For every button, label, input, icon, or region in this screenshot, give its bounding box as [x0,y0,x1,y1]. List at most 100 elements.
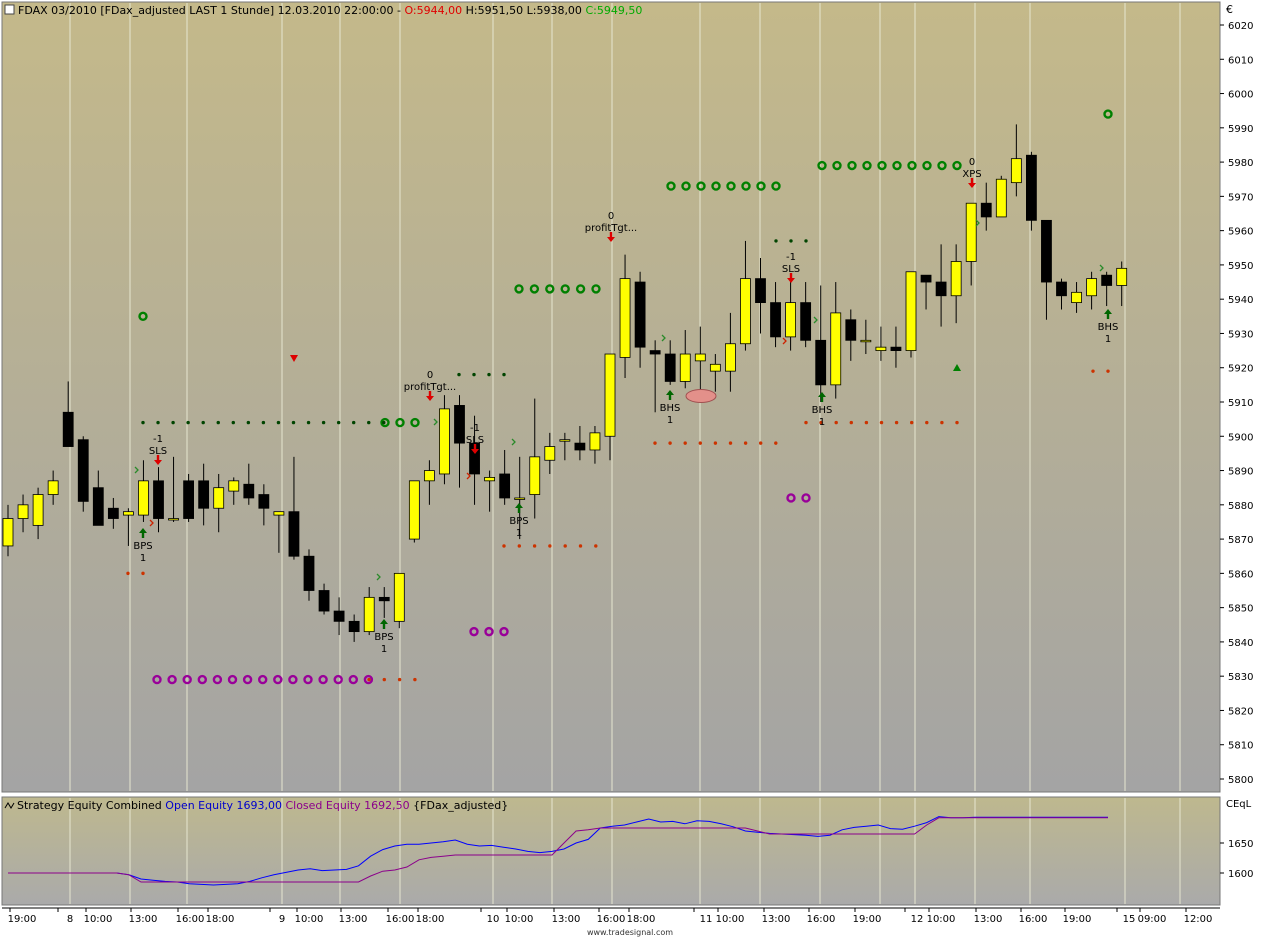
time-tick-label: 10 [487,914,500,925]
red-stop-dot [367,677,371,682]
red-stop-dot [532,544,537,548]
red-stop-dot [925,420,929,425]
bear-candle [770,302,781,338]
red-stop-dot [653,441,657,445]
header-text: FDAX 03/2010 [FDax_adjusted LAST 1 Stund… [18,4,642,17]
price-tick-label: 5990 [1228,124,1253,135]
red-stop-dot [940,420,944,425]
green-stop-dot [261,420,266,425]
chart-header: FDAX 03/2010 [FDax_adjusted LAST 1 Stund… [4,4,642,17]
time-tick-label: 10:00 [927,914,956,925]
buy-arrow-icon [1104,309,1112,319]
signal-label: BHS [1098,322,1119,333]
time-tick-label: 12:00 [1184,914,1213,925]
bull-candle [514,497,526,500]
green-level-circle [907,160,917,171]
time-tick-label: 18:00 [627,914,656,925]
bull-candle [1071,291,1082,304]
price-tick-label: 5890 [1228,467,1253,478]
purple-level-circle [469,626,479,637]
price-tick-label: 5870 [1228,535,1253,546]
bear-candle [454,405,465,444]
equity-tick-label: 1600 [1228,869,1253,880]
chevron-icon [511,438,516,446]
equity-tick-labels: 1600 1650 [1220,839,1253,880]
signal-qty: 0 [969,157,975,168]
green-level-circle [380,417,390,428]
bear-candle [499,473,511,499]
price-tick-label: 6020 [1228,21,1253,32]
time-tick-label: 10:00 [505,914,534,925]
buy-arrow-icon [380,619,388,629]
green-stop-dot [201,420,205,425]
bull-candle [1116,267,1128,286]
green-level-circle [138,311,148,322]
signal-qty: 1 [819,417,825,428]
red-stop-dot [502,544,506,548]
green-level-circle [952,160,962,171]
purple-level-circle [182,674,192,685]
bull-candle [694,353,706,362]
bull-candle [559,439,571,442]
bear-candle [574,442,586,451]
time-tick-label: 13:00 [129,914,158,925]
purple-level-circle [258,674,268,685]
bull-candle [213,487,225,509]
purple-level-circle [303,674,313,685]
price-tick-label: 5820 [1228,706,1253,717]
header-checkbox-icon[interactable] [4,4,15,15]
bull-candle [589,432,601,451]
time-tick-label: 16:00 [176,914,205,925]
header-high: H:5951,50 [466,4,523,17]
price-tick-label: 5960 [1228,227,1253,238]
time-tick-label: 13:00 [339,914,368,925]
equity-panel[interactable] [1,796,1221,906]
signal-label: SLS [782,264,800,275]
bear-candle [815,339,827,386]
open-equity-label: Open Equity 1693,00 [165,799,282,812]
price-axis[interactable]: € 58005810582058305840585058605870588058… [1220,3,1253,786]
bull-candle [17,504,29,519]
price-tick-label: 5930 [1228,329,1253,340]
buy-arrow-icon [818,392,826,402]
green-level-circle [937,160,947,171]
green-stop-dot [291,420,296,425]
bear-candle [980,202,992,218]
bull-candle [484,476,496,482]
green-stop-dot [276,420,281,425]
candlesticks [2,124,1128,642]
signal-qty: 1 [1105,334,1111,345]
price-tick-label: 5920 [1228,364,1253,375]
red-stop-dot [548,544,552,548]
chevron-icon [813,316,818,324]
purple-level-circle [227,674,238,685]
time-axis[interactable]: 19:00 8 10:00 13:00 16:00 18:00 9 10:00 13:00 16:… [2,907,1220,925]
red-stop-dot [382,677,386,682]
bull-candle [830,312,842,386]
sell-arrow-icon [968,178,976,188]
bear-candle [1041,219,1052,283]
bull-candle [273,511,285,516]
red-stop-dot [819,420,823,425]
red-stop-dot [1091,369,1095,373]
equity-axis[interactable]: CEqL 1600 1650 [1220,799,1253,880]
bull-candle [2,518,14,547]
sell-arrow-icon [607,232,615,242]
time-tick-label: 19:00 [1063,914,1092,925]
bull-candle [439,408,450,475]
watermark: www.tradesignal.com [587,928,673,937]
signal-label: BHS [812,405,833,416]
time-tick-label: 18:00 [206,914,235,925]
red-stop-dot [743,441,748,445]
buy-arrow-icon [666,390,674,400]
green-level-circle [575,284,586,294]
bull-candle [408,480,420,540]
time-tick-label: 16:00 [807,914,836,925]
signal-qty: -1 [786,252,796,263]
signal-label: profitTgt... [404,382,457,393]
signal-qty: 1 [140,553,146,564]
bear-candle [107,507,119,519]
up-triangle-icon [953,364,961,371]
signal-label: XPS [962,169,981,180]
